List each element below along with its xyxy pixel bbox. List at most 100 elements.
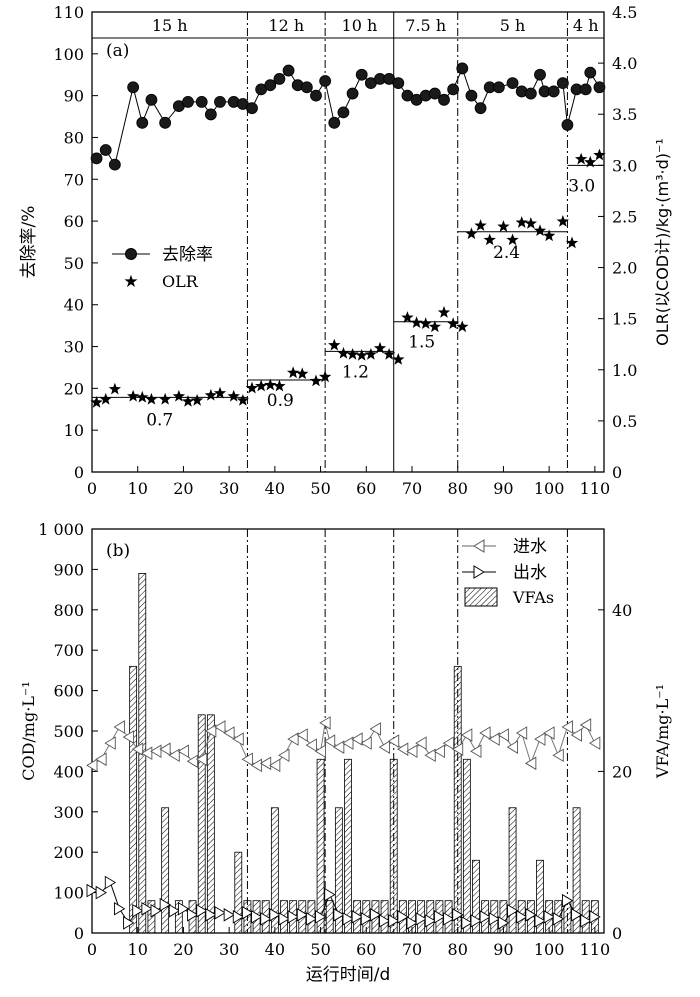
effluent-point [196,903,208,918]
olr-level-label: 0.9 [267,391,294,411]
x-tick-label: 50 [310,479,330,498]
vfa-bar [325,900,334,934]
y-tick-label: 600 [53,682,84,701]
removal-rate-point [127,81,140,94]
vfa-bar [462,758,471,934]
influent-point [470,744,482,758]
panel-b-ylabel: COD/mg·L⁻¹ [19,681,38,781]
effluent-point [516,910,528,924]
legend-vfa-swatch [464,587,498,607]
y-tick-label: 40 [64,296,84,315]
olr-level-label: 1.2 [342,362,369,382]
removal-rate-point [506,77,519,89]
olr-point [90,395,103,408]
removal-rate-point [145,93,158,106]
olr-point [213,386,227,399]
influent-point [250,758,263,773]
effluent-point [113,901,126,916]
removal-rate-point [438,93,450,106]
panel-a: 0 10 20 30 40 50 60 70 80 90 100 110 0 10 20 30 40 50 60 7… [19,3,672,498]
right-y-tick-label: 3.5 [612,105,637,124]
x-tick-label: 60 [356,479,376,498]
panel-a-y-ticks: 0 10 20 30 40 50 60 70 80 90 100 110 [53,3,98,482]
olr-point [328,338,341,351]
panel-b-legend: 进水 出水 VFAs [462,537,554,607]
x-tick-label: 10 [128,479,148,498]
legend-olr-label: OLR [162,272,199,291]
legend-influent-label: 进水 [513,537,547,557]
effluent-point [443,912,455,926]
olr-point [373,341,387,354]
influent-point [424,748,436,763]
panel-b-y-ticks: 0 100 200 300 400 500 600 700 800 900 1 000 [38,520,98,943]
y-tick-label: 100 [53,45,84,64]
influent-point [396,742,409,756]
influent-point [232,732,244,746]
effluent-point [187,908,199,922]
olr-point [158,392,172,405]
removal-rate-point [346,87,359,100]
x-tick-label: 70 [402,940,422,959]
removal-rate-point [264,79,277,92]
influent-point [186,754,199,769]
right-y-tick-label: 40 [612,601,632,620]
effluent-point [168,903,181,918]
removal-rate-point [99,144,112,156]
right-y-tick-label: 20 [612,762,632,781]
effluent-point [296,908,309,922]
influent-point [177,744,189,758]
olr-point [542,229,556,242]
olr-point [99,392,112,405]
right-y-tick-label: 4.5 [612,3,637,22]
panel-a-x-ticks: 0 10 20 30 40 50 60 70 80 90 100 110 [87,466,610,498]
influent-point [579,718,592,732]
x-tick-label: 100 [534,940,565,959]
olr-point [593,148,606,161]
right-y-tick-label: 3.0 [612,156,637,175]
vfa-bar [316,758,325,934]
influent-point [150,744,162,758]
olr-point [382,347,396,360]
y-tick-label: 800 [53,601,84,620]
removal-rate-point [428,87,441,100]
olr-point [273,379,286,392]
effluent-point [397,910,409,924]
right-y-tick-label: 1.0 [612,361,637,380]
olr-point [565,236,579,249]
olr-point [108,382,122,395]
influent-point [159,742,171,756]
effluent-point [580,914,592,928]
x-tick-label: 90 [493,479,513,498]
y-tick-label: 500 [53,722,84,741]
panel-b-phase-lines [246,529,568,933]
effluent-point [333,908,345,922]
influent-point [296,728,308,742]
y-tick-label: 1 000 [38,520,84,539]
effluent-point [388,914,400,928]
removal-rate-point [447,83,460,96]
effluent-point [415,912,428,926]
effluent-point [379,914,391,928]
right-y-tick-label: 0.5 [612,412,637,431]
vfa-bar [344,758,352,934]
effluent-point [461,916,473,930]
removal-rate-point [214,96,226,108]
influent-point [543,726,555,740]
y-tick-label: 70 [64,170,84,189]
olr-point [145,392,158,405]
removal-rate-point [246,102,258,115]
effluent-point [470,914,482,928]
olr-level-label: 3.0 [568,176,595,196]
olr-point [446,317,460,330]
y-tick-label: 80 [64,128,84,147]
effluent-point [571,908,583,922]
y-tick-label: 30 [64,338,84,357]
effluent-point [479,910,492,924]
olr-point [318,370,332,383]
right-y-tick-label: 0 [612,924,622,943]
influent-point [561,720,573,734]
influent-point [332,740,345,754]
influent-point [415,736,427,750]
panel-b-x-ticks: 0 10 20 30 40 50 60 70 80 90 100 110 [87,927,610,959]
